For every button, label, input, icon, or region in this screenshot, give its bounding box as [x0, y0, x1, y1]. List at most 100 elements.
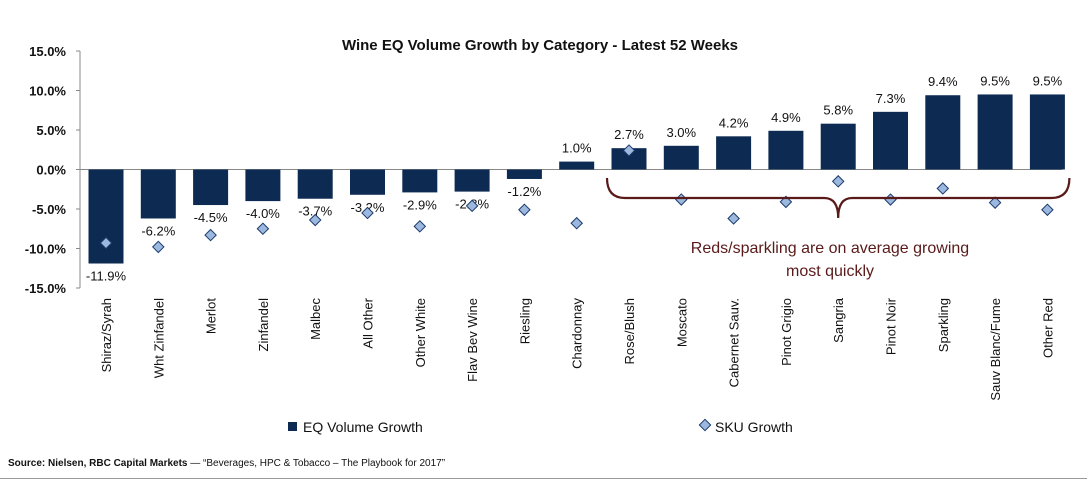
data-labels: -11.9%-6.2%-4.5%-4.0%-3.7%-3.2%-2.9%-2.8… [86, 73, 1063, 283]
data-label-18: 9.5% [1033, 73, 1063, 88]
category-label-17: Sauv Blanc/Fume [988, 298, 1003, 401]
data-label-4: -3.7% [298, 204, 332, 219]
data-label-13: 4.9% [771, 110, 801, 125]
category-label-7: Flav Bev Wine [465, 298, 480, 382]
category-label-0: Shiraz/Syrah [99, 298, 114, 372]
marker-5 [361, 206, 374, 220]
bar-11 [663, 145, 699, 170]
data-label-17: 9.5% [980, 73, 1010, 88]
marker-7 [465, 199, 479, 213]
marker-15 [884, 193, 897, 206]
marker-16 [936, 182, 950, 195]
bar-2 [193, 169, 229, 206]
marker-11 [674, 193, 688, 206]
frame-divider [0, 478, 1087, 479]
bar-8 [506, 169, 542, 179]
marker-8 [518, 203, 531, 217]
data-label-11: 3.0% [666, 125, 696, 140]
category-label-16: Sparkling [936, 298, 951, 352]
marker-0 [99, 236, 113, 250]
category-label-14: Sangria [831, 297, 846, 343]
data-label-15: 7.3% [876, 91, 906, 106]
source-note: Source: Nielsen, RBC Capital Markets — “… [8, 458, 445, 469]
annotation-brace [605, 177, 1071, 219]
marker-series [99, 144, 1054, 254]
bar-15 [873, 111, 908, 170]
category-label-1: Wht Zinfandel [151, 298, 166, 378]
chart-title: Wine EQ Volume Growth by Category - Late… [342, 37, 738, 54]
category-label-15: Pinot Noir [884, 297, 899, 355]
marker-10 [622, 144, 636, 157]
category-label-4: Malbec [308, 298, 323, 340]
data-label-1: -6.2% [141, 223, 175, 238]
legend: EQ Volume Growth SKU Growth [288, 418, 793, 435]
category-label-9: Chardonnay [570, 298, 585, 369]
bar-3 [245, 169, 281, 202]
bar-0 [88, 169, 124, 264]
bar-14 [820, 123, 856, 170]
y-tick-label: 15.0% [29, 44, 66, 59]
source-text: — “Beverages, HPC & Tobacco – The Playbo… [187, 458, 446, 469]
data-label-8: -1.2% [507, 184, 541, 199]
y-tick-label: 0.0% [36, 163, 66, 178]
bar-16 [925, 95, 961, 170]
annotation-line-2: most quickly [786, 263, 874, 280]
bar-10 [611, 148, 647, 170]
source-label: Source: Nielsen, RBC Capital Markets [8, 458, 188, 469]
y-tick-label: -10.0% [25, 242, 67, 257]
category-label-2: Merlot [204, 298, 219, 335]
y-tick-label: -5.0% [32, 202, 66, 217]
data-label-10: 2.7% [614, 127, 644, 142]
annotation-line-1: Reds/sparkling are on average growing [691, 240, 969, 257]
data-label-9: 1.0% [562, 141, 592, 156]
data-label-0: -11.9% [86, 269, 127, 284]
bar-5 [350, 169, 385, 195]
bar-17 [977, 94, 1013, 170]
bar-7 [454, 169, 490, 192]
marker-2 [204, 228, 217, 242]
marker-1 [151, 240, 165, 254]
y-tick-label: 5.0% [36, 123, 66, 138]
marker-6 [413, 220, 427, 233]
marker-4 [308, 213, 322, 227]
category-label-8: Riesling [517, 298, 532, 344]
category-labels: Shiraz/Syrah Wht Zinfandel Merlot Zinfandel… [99, 297, 1055, 400]
bar-1 [140, 169, 176, 219]
bar-series [88, 94, 1065, 264]
data-label-12: 4.2% [719, 115, 749, 130]
data-label-16: 9.4% [928, 74, 958, 89]
y-tick-label: -15.0% [25, 281, 67, 296]
category-label-18: Other Red [1040, 298, 1055, 358]
legend-swatch-marker [698, 418, 712, 432]
marker-17 [988, 196, 1002, 209]
category-label-11: Moscato [674, 298, 689, 347]
marker-18 [1041, 203, 1054, 217]
marker-12 [727, 212, 740, 225]
legend-label-marker: SKU Growth [715, 419, 793, 435]
annotation: Reds/sparkling are on average growing mo… [605, 177, 1071, 280]
bar-13 [768, 130, 804, 170]
y-tick-label: 10.0% [29, 84, 66, 99]
legend-swatch-bar [288, 422, 297, 431]
bar-4 [297, 169, 333, 199]
marker-3 [256, 222, 270, 236]
data-label-6: -2.9% [403, 197, 437, 212]
data-label-2: -4.5% [194, 210, 228, 225]
category-label-10: Rose/Blush [622, 298, 637, 364]
category-label-5: All Other [361, 297, 376, 348]
marker-9 [570, 216, 584, 230]
legend-label-bar: EQ Volume Growth [303, 419, 423, 435]
bar-6 [402, 169, 438, 193]
category-label-3: Zinfandel [256, 298, 271, 352]
marker-14 [831, 175, 845, 188]
category-label-13: Pinot Grigio [779, 298, 794, 366]
data-label-3: -4.0% [246, 206, 280, 221]
category-label-6: Other White [413, 298, 428, 367]
bar-18 [1029, 94, 1065, 170]
category-label-12: Cabernet Sauv. [727, 298, 742, 387]
bar-9 [559, 161, 595, 170]
y-axis: 15.0% 10.0% 5.0% 0.0% -5.0% -10.0% -15.0% [25, 44, 1062, 296]
bar-12 [716, 136, 752, 170]
data-label-14: 5.8% [823, 103, 853, 118]
